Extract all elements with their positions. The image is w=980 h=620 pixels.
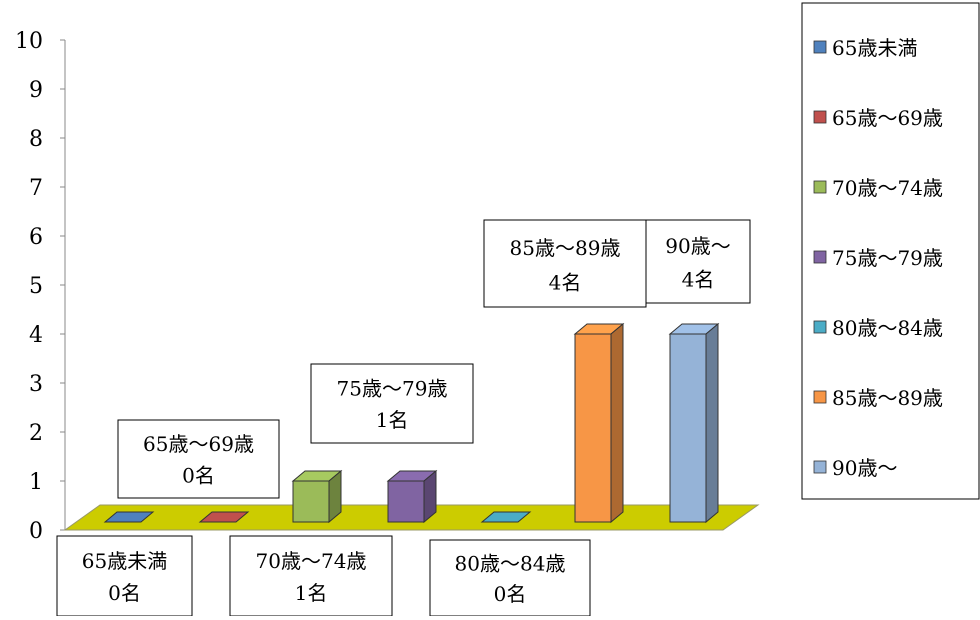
legend-swatch [814, 41, 826, 53]
data-label-value: 1名 [295, 581, 328, 605]
y-tick-label: 7 [29, 176, 43, 201]
legend-swatch [814, 111, 826, 123]
y-tick-label: 9 [29, 78, 43, 103]
legend-swatch [814, 251, 826, 263]
bar-front [670, 334, 706, 522]
y-tick-label: 1 [29, 470, 43, 495]
y-tick-label: 6 [29, 225, 43, 250]
data-label-value: 4名 [549, 271, 582, 295]
y-tick-label: 8 [29, 127, 43, 152]
legend-label: 70歳～74歳 [832, 176, 943, 200]
bar-front [388, 481, 424, 522]
data-label-name: 65歳～69歳 [143, 432, 254, 456]
data-label-name: 80歳～84歳 [455, 551, 566, 575]
y-tick-label: 4 [29, 323, 43, 348]
data-label-name: 65歳未満 [82, 549, 167, 573]
legend-label: 90歳～ [832, 456, 897, 480]
data-label-name: 90歳～ [665, 234, 730, 258]
data-label-value: 0名 [108, 581, 141, 605]
legend-swatch [814, 181, 826, 193]
bar-front [293, 481, 329, 522]
data-label-value: 0名 [182, 463, 215, 487]
bar-side [611, 324, 623, 522]
legend-label: 65歳未満 [832, 36, 917, 60]
legend-label: 75歳～79歳 [832, 246, 943, 270]
legend-label: 85歳～89歳 [832, 386, 943, 410]
data-label-name: 85歳～89歳 [510, 236, 621, 260]
data-label-name: 75歳～79歳 [337, 377, 448, 401]
data-label-value: 1名 [376, 408, 409, 432]
y-tick-label: 3 [29, 372, 43, 397]
y-tick-label: 5 [29, 274, 43, 299]
y-tick-label: 2 [29, 421, 43, 446]
y-tick-label: 10 [15, 29, 43, 54]
legend-label: 65歳～69歳 [832, 106, 943, 130]
data-label-value: 4名 [682, 267, 715, 291]
legend-swatch [814, 461, 826, 473]
legend-swatch [814, 321, 826, 333]
y-tick-label: 0 [29, 519, 43, 544]
legend-label: 80歳～84歳 [832, 316, 943, 340]
bar-side [706, 324, 718, 522]
legend-swatch [814, 391, 826, 403]
data-label-value: 0名 [494, 582, 527, 606]
bar-front [575, 334, 611, 522]
data-label-name: 70歳～74歳 [256, 549, 367, 573]
